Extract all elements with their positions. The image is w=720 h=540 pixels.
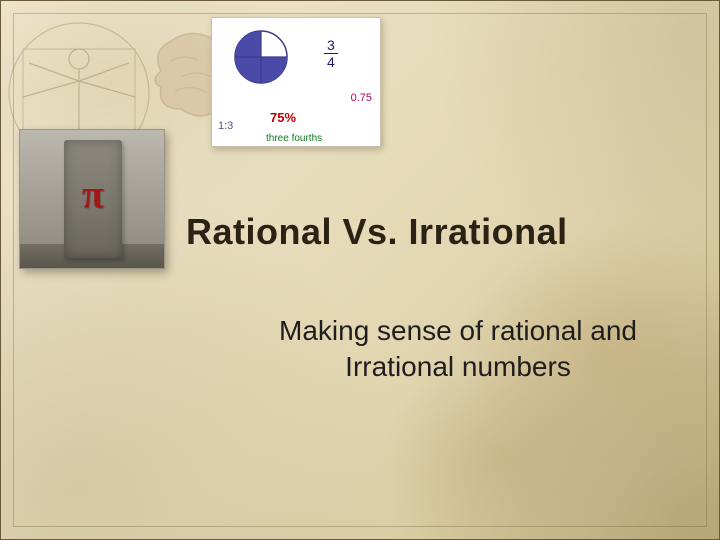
- pie-chart-icon: [234, 30, 288, 84]
- fraction-label: 3 4: [324, 38, 338, 69]
- ratio-label: 1:3: [218, 120, 233, 132]
- fraction-diagram-card: 3 4 0.75 75% 1:3 three fourths: [211, 17, 381, 147]
- fraction-denominator: 4: [324, 54, 338, 69]
- pi-stone-photo: π: [19, 129, 165, 269]
- words-label: three fourths: [266, 133, 322, 144]
- slide-subtitle: Making sense of rational and Irrational …: [223, 313, 693, 385]
- pi-icon: π: [82, 171, 104, 218]
- slide: 3 4 0.75 75% 1:3 three fourths π Rationa…: [0, 0, 720, 540]
- fraction-numerator: 3: [324, 38, 338, 54]
- percent-label: 75%: [270, 110, 296, 125]
- decimal-label: 0.75: [351, 92, 372, 104]
- stone: π: [64, 140, 122, 258]
- slide-title: Rational Vs. Irrational: [186, 211, 696, 253]
